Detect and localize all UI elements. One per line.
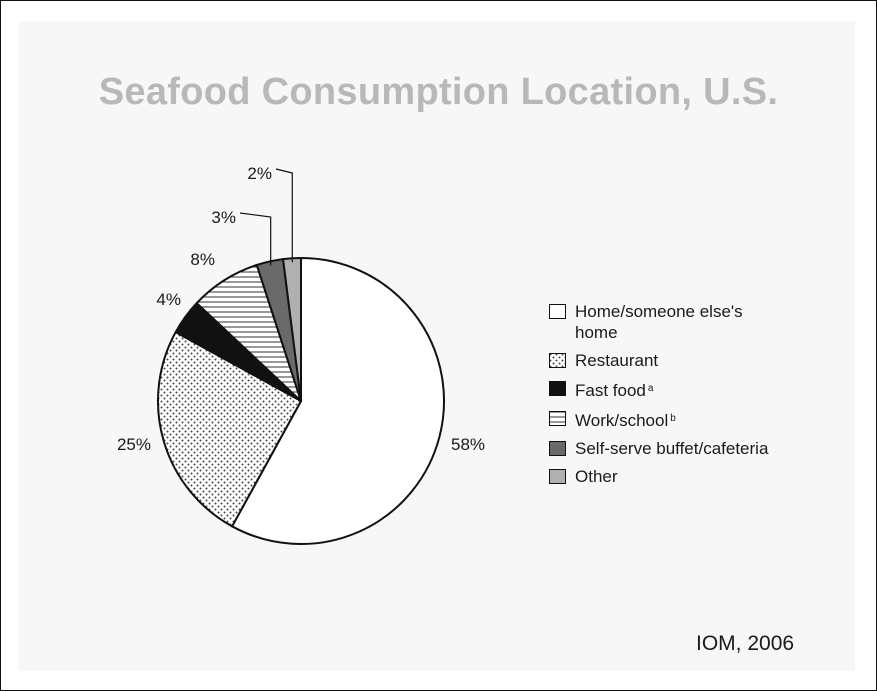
- legend-label: Home/someone else's: [575, 302, 743, 321]
- legend-item: Fast food a: [549, 378, 869, 401]
- chart-title: Seafood Consumption Location, U.S.: [98, 71, 779, 113]
- legend-label: Self-serve buffet/cafeteria: [575, 439, 769, 458]
- legend-label-line2: home: [575, 323, 618, 342]
- legend-footnote: b: [670, 413, 676, 424]
- slice-label: 3%: [211, 208, 236, 227]
- pie-slice: [230, 256, 445, 545]
- legend-swatch-white: [549, 304, 566, 319]
- legend-item: Restaurant: [549, 350, 869, 371]
- leader-line: [239, 212, 272, 266]
- legend-item: Other: [549, 466, 869, 487]
- slice-label: 4%: [156, 290, 181, 309]
- legend-item: Work/school b: [549, 408, 869, 431]
- legend-swatch-darkgray: [549, 441, 566, 456]
- slice-label: 58%: [451, 435, 485, 454]
- slice-label: 8%: [190, 250, 215, 269]
- legend-label: Work/school: [575, 411, 669, 430]
- slice-label: 25%: [117, 435, 151, 454]
- legend-swatch-black: [549, 381, 566, 396]
- leader-line: [275, 168, 293, 263]
- source-citation: IOM, 2006: [696, 632, 795, 655]
- legend-label: Other: [575, 467, 618, 486]
- legend-label: Restaurant: [575, 351, 659, 370]
- legend-item: Self-serve buffet/cafeteria: [549, 438, 869, 459]
- legend-item: Home/someone else's home: [549, 301, 869, 343]
- legend-label: Fast food: [575, 381, 646, 400]
- slice-label: 2%: [247, 164, 272, 183]
- legend-swatch-dots: [549, 353, 566, 368]
- legend: Home/someone else's home Restaurant Fast…: [549, 301, 869, 494]
- pie-slice: [157, 330, 303, 528]
- legend-footnote: a: [647, 383, 654, 394]
- legend-swatch-stripes: [549, 411, 566, 426]
- legend-swatch-lightgray: [549, 469, 566, 484]
- slide-background: [19, 21, 855, 671]
